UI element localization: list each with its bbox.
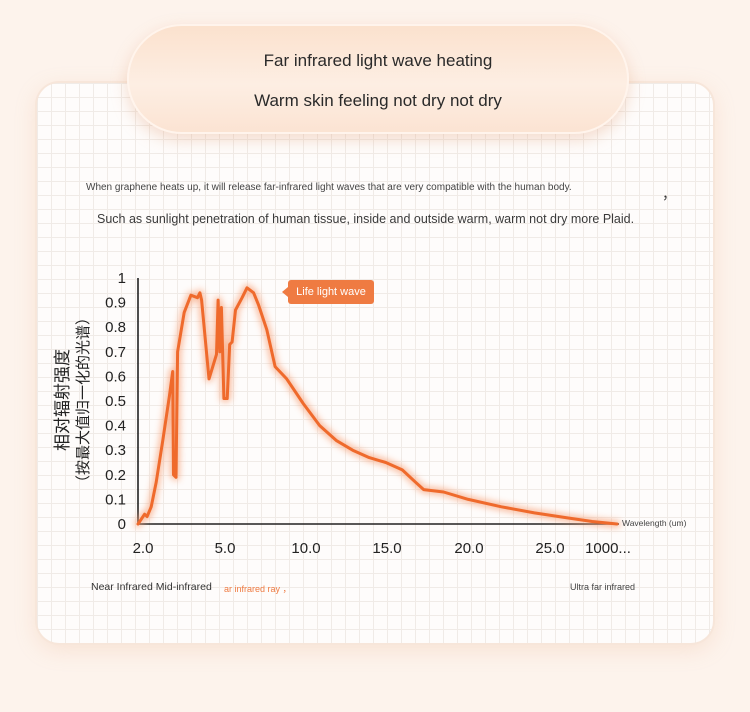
description-line-2: Such as sunlight penetration of human ti…: [97, 212, 635, 226]
y-tick-label: 0.2: [105, 467, 126, 484]
y-axis-title-line-2: （按最大值归一化的光谱）: [74, 310, 92, 490]
description-line-1: When graphene heats up, it will release …: [86, 182, 572, 193]
y-tick-label: 0: [118, 516, 126, 533]
y-tick-label: 0.6: [105, 368, 126, 385]
x-tick-label: 15.0: [372, 540, 401, 557]
series-line: [136, 286, 619, 526]
description-line-1-tail: ，: [662, 186, 676, 202]
x-tick-label: 5.0: [215, 540, 236, 557]
y-axis-title-line-1: 相对辐射强度: [53, 349, 73, 451]
y-tick-label: 0.4: [105, 418, 126, 435]
y-tick-label: 0.5: [105, 393, 126, 410]
x-tick-label: 1000...: [585, 540, 631, 557]
y-tick-label: 0.9: [105, 295, 126, 312]
y-tick-label: 0.8: [105, 319, 126, 336]
x-tick-label: 25.0: [535, 540, 564, 557]
region-far-infrared-label: ar infrared ray: [224, 584, 281, 594]
header-title: Far infrared light wave heating: [263, 51, 493, 70]
header-subtitle: Warm skin feeling not dry not dry: [254, 91, 502, 110]
x-axis-title: Wavelength (um): [622, 518, 687, 528]
life-light-wave-callout: Life light wave: [282, 280, 374, 304]
region-far-infrared: ar infrared ray ，: [224, 582, 292, 595]
region-near-mid-infrared: Near Infrared Mid-infrared: [91, 581, 212, 593]
x-tick-label: 2.0: [133, 540, 154, 557]
y-tick-label: 0.7: [105, 344, 126, 361]
y-tick-label: 0.3: [105, 442, 126, 459]
x-tick-label: 10.0: [291, 540, 320, 557]
series-glow: [134, 284, 621, 528]
region-ultra-far-infrared: Ultra far infrared: [570, 582, 636, 592]
header-banner: Far infrared light wave heating Warm ski…: [127, 24, 629, 134]
y-tick-label: 1: [118, 270, 126, 287]
x-tick-label: 20.0: [454, 540, 483, 557]
region-far-infrared-tail: ，: [282, 584, 292, 594]
content-card: [37, 83, 713, 643]
y-tick-label: 0.1: [105, 491, 126, 508]
